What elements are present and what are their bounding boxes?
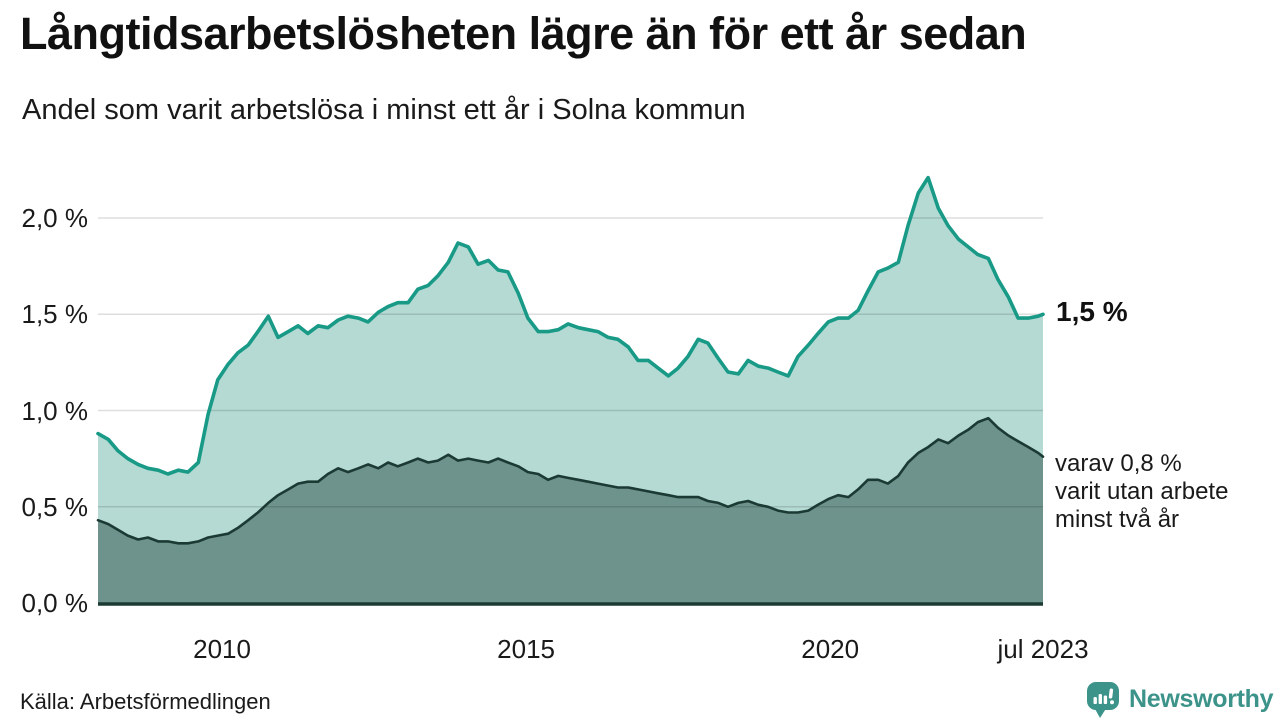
page-title: Långtidsarbetslösheten lägre än för ett … [20, 8, 1027, 59]
chart-subtitle: Andel som varit arbetslösa i minst ett å… [22, 94, 746, 126]
area-2yr-unemployed [98, 418, 1043, 603]
x-tick-label: 2015 [497, 634, 556, 664]
y-tick-label: 2,0 % [21, 203, 89, 233]
line-1yr-unemployed [96, 175, 1045, 476]
newsworthy-icon [1087, 682, 1119, 718]
series-latest-value-label: 1,5 % [1056, 296, 1128, 328]
newsworthy-logo: Newsworthy [1086, 681, 1274, 719]
source-credit: Källa: Arbetsförmedlingen [20, 689, 271, 714]
line-2yr-unemployed [96, 416, 1045, 545]
x-tick-label: 2010 [193, 634, 251, 664]
series2-annotation: varav 0,8 % varit utan arbete minst två … [1055, 450, 1229, 533]
y-tick-label: 1,5 % [21, 299, 89, 330]
x-tick-label: jul 2023 [997, 634, 1089, 664]
y-tick-label: 0,5 % [21, 491, 89, 522]
y-tick-label: 0,0 % [21, 588, 89, 618]
newsworthy-wordmark: Newsworthy [1129, 685, 1274, 713]
y-tick-label: 1,0 % [21, 395, 89, 426]
x-tick-label: 2020 [801, 634, 860, 664]
